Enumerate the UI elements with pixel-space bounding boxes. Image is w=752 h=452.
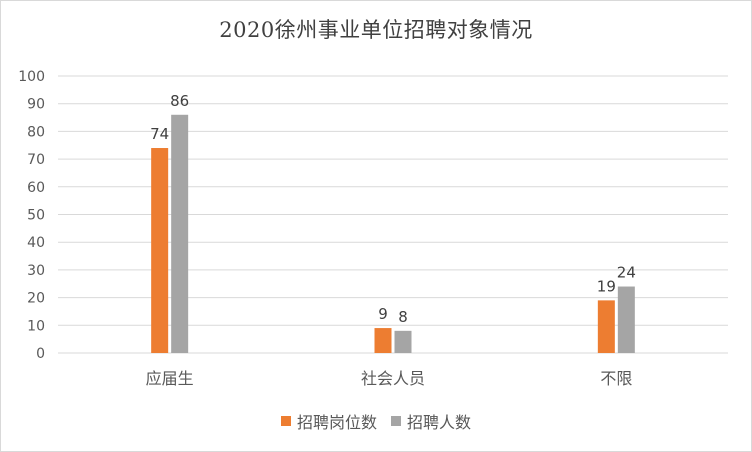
bar (151, 148, 169, 353)
bar (171, 114, 189, 353)
chart-title: 2020徐州事业单位招聘对象情况 (219, 18, 533, 42)
data-label: 74 (150, 125, 169, 143)
bar (617, 286, 635, 353)
legend-swatch-series-1 (280, 416, 291, 426)
y-tick-label: 20 (27, 291, 45, 307)
y-tick-label: 50 (27, 208, 45, 224)
y-tick-label: 30 (27, 263, 45, 279)
data-label: 8 (398, 308, 408, 326)
legend: 招聘岗位数 招聘人数 (0, 409, 752, 433)
y-tick-label: 80 (27, 124, 45, 140)
x-tick-label: 社会人员 (361, 369, 425, 388)
data-label: 9 (378, 305, 388, 323)
bar (597, 300, 615, 353)
data-label: 19 (597, 277, 616, 295)
x-tick-label: 不限 (600, 369, 632, 388)
legend-label-series-1: 招聘岗位数 (296, 413, 377, 432)
y-tick-label: 0 (36, 346, 45, 362)
legend-item-series-1: 招聘岗位数 (280, 409, 377, 433)
y-tick-label: 40 (27, 235, 45, 251)
y-tick-label: 100 (18, 69, 45, 85)
legend-swatch-series-2 (391, 416, 401, 426)
bar (374, 328, 392, 353)
legend-label-series-2: 招聘人数 (407, 413, 472, 432)
y-tick-label: 70 (27, 152, 45, 168)
data-label: 86 (170, 92, 189, 110)
bar (394, 330, 412, 353)
data-label: 24 (617, 264, 636, 282)
y-tick-label: 10 (27, 318, 45, 334)
x-tick-label: 应届生 (146, 369, 194, 388)
y-tick-label: 90 (27, 97, 45, 113)
legend-item-series-2: 招聘人数 (391, 409, 471, 433)
y-tick-label: 60 (27, 180, 45, 196)
